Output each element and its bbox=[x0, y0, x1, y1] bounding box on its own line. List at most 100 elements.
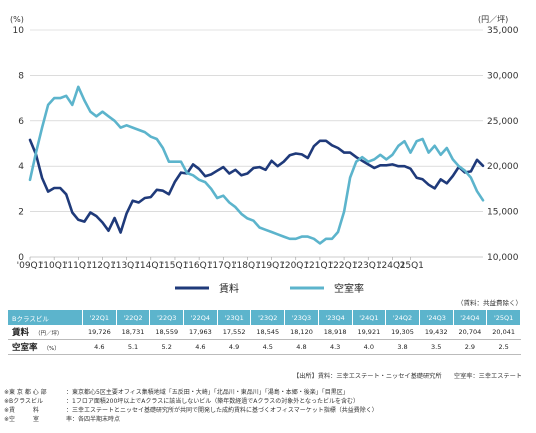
footnote: ※Bクラスビル ：1フロア面積200坪以上でAクラスに該当しないビル（築年数経過で… bbox=[4, 397, 378, 406]
legend: 賃料 空室率 bbox=[175, 282, 364, 295]
data-table: Bクラスビル '22Q1'22Q2'22Q3'22Q4'23Q1'23Q2'23… bbox=[8, 310, 521, 355]
table-header-quarter: '23Q4 bbox=[318, 310, 353, 325]
series-line-vacancy bbox=[28, 85, 485, 245]
y-right-tick: 15,000 bbox=[487, 208, 519, 218]
x-tick-label: '12Q1 bbox=[89, 261, 116, 271]
table-row-label: 空室率 （%） bbox=[8, 339, 83, 355]
y-axis-right: 10,000 15,000 20,000 25,000 30,000 35,000 bbox=[487, 26, 519, 263]
table-cell: 5.2 bbox=[149, 339, 184, 355]
y-left-tick: 8 bbox=[18, 71, 24, 81]
x-tick-label: '15Q1 bbox=[162, 261, 189, 271]
y-left-unit: (%) bbox=[10, 15, 24, 24]
footnote: ※空 室 率：各四半期末時点 bbox=[4, 415, 378, 424]
series-lines bbox=[28, 85, 485, 245]
x-axis: '09Q1'10Q1'11Q1'12Q1'13Q1'14Q1'15Q1'16Q1… bbox=[17, 257, 424, 271]
footnote-key: ※Bクラスビル bbox=[4, 398, 44, 405]
table-cell: 4.0 bbox=[352, 339, 386, 355]
table-row-unit: （%） bbox=[43, 346, 60, 352]
table-row: 空室率 （%） 4.6 5.1 5.2 4.6 4.9 4.5 4.8 4.3 4.0 3.8 3.5 2… bbox=[8, 339, 521, 355]
table-cell: 4.8 bbox=[284, 339, 319, 355]
x-tick-label: '17Q1 bbox=[210, 261, 237, 271]
table-cell: 5.1 bbox=[116, 339, 150, 355]
table-row-label: 賃料 （円／坪） bbox=[8, 325, 83, 340]
x-tick-label: '20Q1 bbox=[282, 261, 309, 271]
footnote-text: ：三幸エステートとニッセイ基礎研究所が共同で開発した成約賃料に基づくオフィスマー… bbox=[66, 407, 378, 414]
table-cell: 19,305 bbox=[385, 325, 420, 340]
table-cell: 17,963 bbox=[183, 325, 218, 340]
table-note: （賃料：共益費除く） bbox=[457, 299, 522, 307]
table-cell: 4.5 bbox=[250, 339, 285, 355]
x-tick-label: '11Q1 bbox=[65, 261, 92, 271]
table-cell: 18,918 bbox=[318, 325, 352, 340]
x-tick-label: '10Q1 bbox=[41, 261, 68, 271]
y-left-tick: 10 bbox=[13, 26, 25, 36]
table-header-quarter: '22Q4 bbox=[183, 310, 218, 325]
y-right-tick: 25,000 bbox=[487, 117, 519, 127]
y-left-tick: 2 bbox=[18, 208, 24, 218]
table-cell: 18,731 bbox=[116, 325, 150, 340]
x-tick-label: '16Q1 bbox=[186, 261, 213, 271]
footnote-key: ※空 室 bbox=[4, 416, 40, 423]
legend-label: 空室率 bbox=[334, 282, 364, 295]
table-header-quarter: '23Q2 bbox=[250, 310, 286, 325]
table-cell: 19,432 bbox=[419, 325, 454, 340]
x-tick-label: '13Q1 bbox=[113, 261, 140, 271]
table-cell: 3.8 bbox=[385, 339, 420, 355]
y-left-tick: 4 bbox=[18, 162, 24, 172]
x-tick-label: '19Q1 bbox=[258, 261, 285, 271]
table-header-quarter: '22Q2 bbox=[116, 310, 151, 325]
x-tick-label: '09Q1 bbox=[17, 261, 44, 271]
footnote-key: ※東 京 都 心 部 bbox=[4, 389, 47, 396]
table-row: 賃料 （円／坪） 19,726 18,731 18,559 17,963 17,552 18,… bbox=[8, 325, 521, 340]
table-cell: 2.5 bbox=[486, 339, 521, 355]
source-text: 【出所】賃料：三幸エステート・ニッセイ基礎研究所 空室率：三幸エステート bbox=[293, 373, 522, 380]
table-header-quarter: '23Q3 bbox=[284, 310, 319, 325]
table-cell: 18,120 bbox=[284, 325, 319, 340]
gridlines bbox=[30, 29, 483, 258]
table-cell: 4.3 bbox=[318, 339, 352, 355]
table-header-label: Bクラスビル bbox=[8, 310, 83, 325]
y-right-tick: 20,000 bbox=[487, 162, 519, 172]
table-cell: 20,704 bbox=[453, 325, 487, 340]
table-cell: 19,921 bbox=[352, 325, 386, 340]
table-header-quarter: '24Q4 bbox=[453, 310, 488, 325]
table-cell: 17,552 bbox=[217, 325, 251, 340]
table-cell: 2.9 bbox=[453, 339, 487, 355]
footnote: ※賃 料 ：三幸エステートとニッセイ基礎研究所が共同で開発した成約賃料に基づくオフ… bbox=[4, 406, 378, 415]
table-header-quarter: '22Q3 bbox=[149, 310, 185, 325]
table-cell: 3.5 bbox=[419, 339, 454, 355]
y-right-unit: (円／坪) bbox=[478, 15, 508, 24]
table-cell: 4.6 bbox=[183, 339, 218, 355]
x-tick-label: '24Q1 bbox=[379, 261, 406, 271]
table-header-row: Bクラスビル '22Q1'22Q2'22Q3'22Q4'23Q1'23Q2'23… bbox=[8, 310, 521, 325]
y-right-tick: 30,000 bbox=[487, 71, 519, 81]
table-body: 賃料 （円／坪） 19,726 18,731 18,559 17,963 17,552 18,… bbox=[8, 325, 521, 355]
x-tick-label: '18Q1 bbox=[234, 261, 261, 271]
legend-label: 賃料 bbox=[219, 282, 239, 295]
footnote-text: ：1フロア面積200坪以上でAクラスに該当しないビル（築年数経過でAクラスの対象… bbox=[66, 398, 360, 405]
y-right-tick: 35,000 bbox=[487, 26, 519, 36]
table-cell: 20,041 bbox=[486, 325, 521, 340]
y-left-tick: 0 bbox=[18, 253, 24, 263]
x-tick-label: '14Q1 bbox=[137, 261, 164, 271]
x-tick-label: '23Q1 bbox=[355, 261, 382, 271]
table-header-quarter: '25Q1 bbox=[486, 310, 521, 325]
table-cell: 4.6 bbox=[82, 339, 117, 355]
footnote-text: 率：各四半期末時点 bbox=[66, 416, 121, 423]
table-header-quarter: '22Q1 bbox=[82, 310, 117, 325]
y-left-tick: 6 bbox=[18, 117, 24, 127]
table-header-quarter: '24Q1 bbox=[352, 310, 387, 325]
table-row-unit: （円／坪） bbox=[35, 331, 63, 337]
line-chart: (%) (円／坪) 0 2 4 6 8 10 10,000 15,000 20,000 25,0… bbox=[10, 15, 519, 295]
table-header-quarter: '24Q3 bbox=[419, 310, 454, 325]
table-header-quarter: '24Q2 bbox=[385, 310, 420, 325]
footnote-key: ※賃 料 bbox=[4, 407, 40, 414]
series-line-rent bbox=[28, 138, 485, 234]
x-tick-label: '25Q1 bbox=[397, 261, 424, 271]
table-cell: 4.9 bbox=[217, 339, 251, 355]
table-cell: 18,545 bbox=[250, 325, 285, 340]
footnotes: ※東 京 都 心 部 ：東京都心5区主要オフィス集積地域「五反田・大崎」「北品川・… bbox=[4, 388, 378, 424]
y-right-tick: 10,000 bbox=[487, 253, 519, 263]
table-header-quarter: '23Q1 bbox=[217, 310, 252, 325]
x-tick-label: '22Q1 bbox=[331, 261, 358, 271]
